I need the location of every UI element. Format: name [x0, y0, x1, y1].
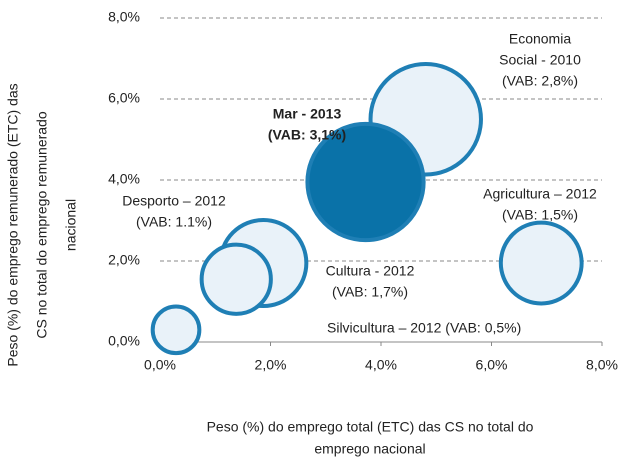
bubble-label: Cultura - 2012: [326, 263, 415, 279]
bubble-label: (VAB: 1,7%): [332, 284, 408, 300]
bubble-label: Social - 2010: [499, 52, 581, 68]
y-tick-label: 4,0%: [108, 171, 140, 187]
bubble-label: (VAB: 2,8%): [502, 73, 578, 89]
y-axis-label: CS no total do emprego remunerado: [34, 111, 50, 338]
bubble: [199, 242, 273, 316]
bubble-label: Silvicultura – 2012 (VAB: 0,5%): [327, 320, 521, 336]
y-tick-label: 8,0%: [108, 9, 140, 25]
bubble: [150, 304, 202, 356]
x-axis-label: emprego nacional: [314, 441, 425, 457]
bubble-label: (VAB: 1.1%): [136, 214, 212, 230]
x-tick-label: 4,0%: [365, 357, 397, 373]
y-axis-label: nacional: [63, 199, 79, 251]
y-axis-label: Peso (%) do emprego remunerado (ETC) das: [5, 83, 21, 366]
y-tick-label: 2,0%: [108, 252, 140, 268]
bubble-label: (VAB: 1,5%): [502, 207, 578, 223]
bubble-label: Economia: [509, 31, 571, 47]
bubble: [498, 220, 584, 306]
bubble-label: Agricultura – 2012: [483, 186, 597, 202]
bubble: [305, 121, 426, 243]
bubble-label: Mar - 2013: [273, 106, 342, 122]
x-tick-label: 6,0%: [476, 357, 508, 373]
x-tick-label: 2,0%: [255, 357, 287, 373]
x-tick-label: 0,0%: [144, 357, 176, 373]
bubble-label: (VAB: 3,1%): [268, 127, 346, 143]
y-tick-label: 6,0%: [108, 90, 140, 106]
x-axis-label: Peso (%) do emprego total (ETC) das CS n…: [207, 419, 534, 435]
x-tick-label: 8,0%: [586, 357, 618, 373]
bubble-label: Desporto – 2012: [122, 193, 226, 209]
y-tick-label: 0,0%: [108, 333, 140, 349]
